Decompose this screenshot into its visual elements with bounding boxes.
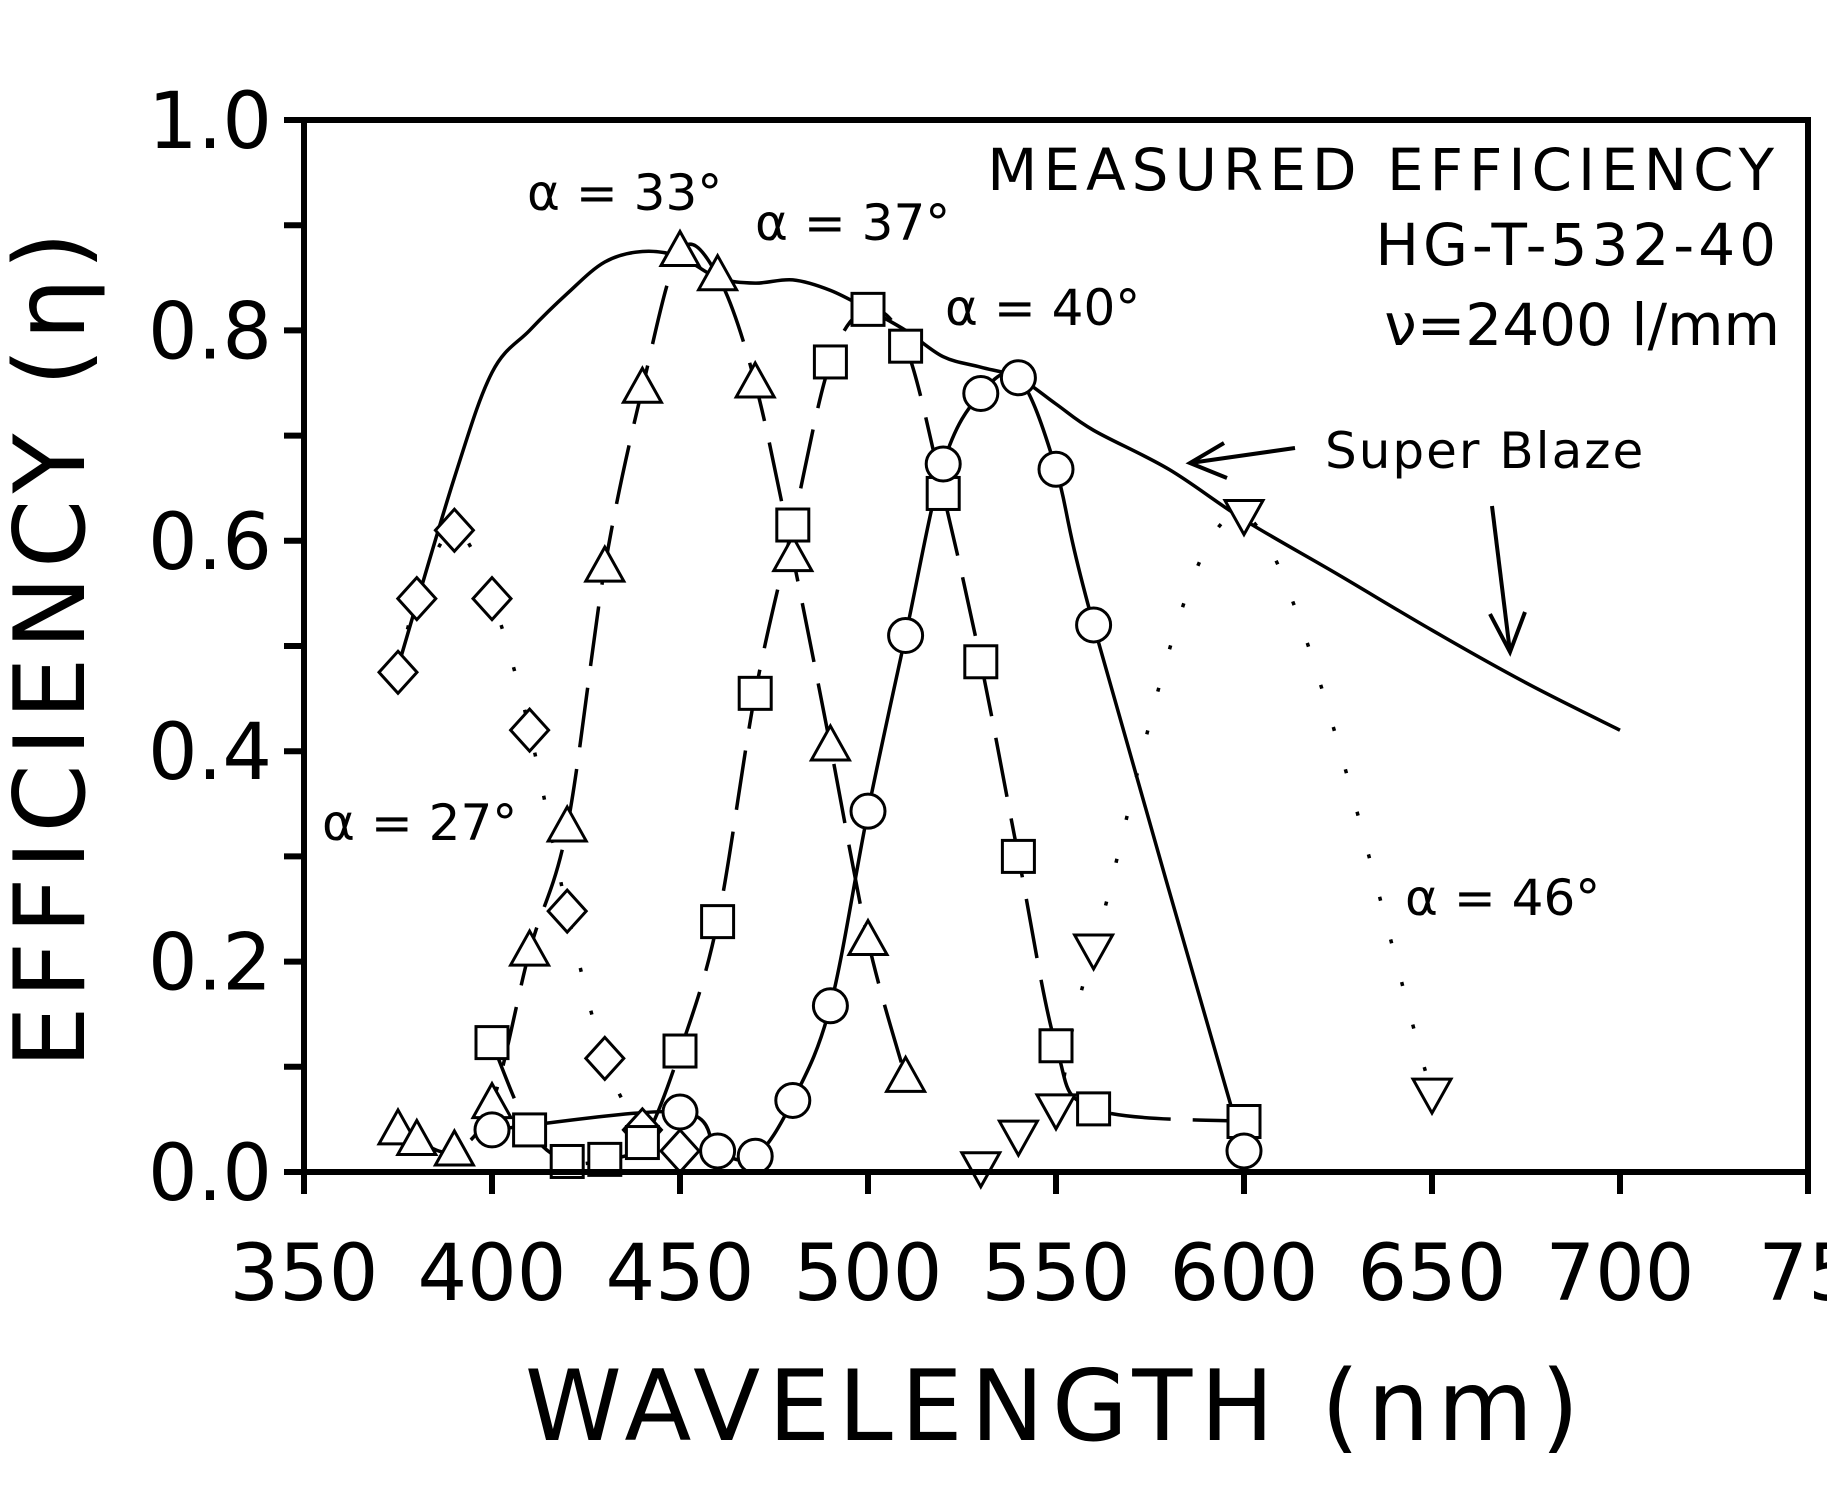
series-3-point-1: [661, 1093, 699, 1131]
series-1-point-12: [808, 722, 852, 762]
x-tick-labels: 350 400 450 500 550 600 650 700 75: [230, 1229, 1827, 1319]
series-2-point-1: [512, 1112, 548, 1148]
info-line-density: ν=2400 l/mm: [1384, 291, 1780, 359]
super-blaze-arrows: [1185, 441, 1527, 657]
series-1-point-2: [432, 1127, 476, 1167]
series-2-point-4: [624, 1125, 660, 1161]
series-2-point-12: [925, 475, 961, 511]
series-line-0: [396, 528, 681, 1153]
series-2-point-16: [1076, 1091, 1112, 1127]
series-1-point-7: [620, 365, 664, 404]
series-3-point-10: [999, 359, 1037, 397]
series-0-point-4: [508, 706, 551, 754]
axis-ticks: [284, 117, 1811, 1194]
x-tick-label-1: 400: [418, 1229, 567, 1319]
series-0-point-1: [395, 575, 438, 622]
info-box: MEASURED EFFICIENCY HG-T-532-40 ν=2400 l…: [987, 136, 1780, 359]
arrow-left-shaft: [1189, 446, 1296, 465]
series-3-point-0: [473, 1111, 511, 1149]
x-tick-label-8: 75: [1758, 1229, 1827, 1319]
series-1-point-8: [658, 228, 702, 267]
arrow-down-head: [1488, 611, 1527, 657]
series-1-point-9: [696, 252, 740, 292]
series-0-point-2: [433, 507, 476, 554]
series-1-point-14: [884, 1054, 928, 1093]
x-tick-label-2: 450: [606, 1229, 755, 1319]
y-tick-label-0: 0.0: [148, 1129, 272, 1219]
series-3-point-6: [849, 792, 887, 830]
series-4-point-3: [1072, 933, 1116, 973]
y-tick-label-4: 0.8: [148, 287, 272, 377]
series-4-point-2: [1034, 1093, 1078, 1132]
series-3-point-8: [924, 445, 962, 483]
label-super-blaze: Super Blaze: [1325, 422, 1645, 480]
series-2-point-14: [1000, 838, 1036, 874]
info-line-model: HG-T-532-40: [1375, 211, 1780, 279]
series-2-point-7: [737, 675, 773, 711]
series-2-point-6: [700, 904, 736, 940]
arrow-left-head: [1185, 441, 1228, 480]
series-2-point-8: [775, 507, 811, 543]
x-tick-label-4: 550: [982, 1229, 1131, 1319]
x-tick-label-0: 350: [230, 1229, 379, 1319]
series-3-point-7: [887, 616, 925, 654]
series-3-point-4: [774, 1081, 812, 1119]
series-1-point-1: [395, 1117, 439, 1156]
label-alpha-37: α = 37°: [755, 194, 950, 252]
series-3-point-11: [1037, 450, 1075, 488]
series-1-point-10: [733, 359, 777, 399]
series-0-point-3: [470, 575, 514, 622]
series-0-point-6: [583, 1035, 626, 1082]
series-2-point-0: [474, 1025, 510, 1061]
series-1-point-5: [545, 803, 589, 843]
series-1-point-13: [846, 917, 890, 957]
series-2-point-15: [1038, 1028, 1074, 1064]
series-3-point-12: [1075, 606, 1113, 644]
y-tick-label-3: 0.6: [148, 498, 272, 588]
series-0-point-5: [546, 887, 589, 935]
series-4-point-4: [1222, 499, 1266, 538]
series-2-point-11: [888, 328, 924, 364]
series-2-point-13: [963, 644, 999, 680]
series-2-point-5: [662, 1033, 698, 1069]
x-tick-label-6: 650: [1358, 1229, 1507, 1319]
series-line-4: [979, 511, 1434, 1169]
arrow-down-shaft: [1490, 505, 1512, 653]
x-tick-label-5: 600: [1170, 1229, 1319, 1319]
series-2-point-9: [812, 344, 848, 380]
series-4-point-1: [996, 1119, 1040, 1159]
series-1-point-6: [583, 544, 627, 583]
x-tick-label-7: 700: [1546, 1229, 1695, 1319]
series-2-point-10: [850, 291, 886, 327]
series-3-point-13: [1225, 1132, 1263, 1170]
series-3-point-9: [962, 375, 1000, 413]
series-2-point-17: [1226, 1104, 1262, 1140]
series-1-point-4: [508, 928, 552, 967]
series-3-point-3: [736, 1137, 774, 1175]
label-alpha-27: α = 27°: [322, 794, 517, 852]
x-tick-label-3: 500: [794, 1229, 943, 1319]
label-alpha-46: α = 46°: [1405, 869, 1600, 927]
label-alpha-33: α = 33°: [527, 164, 722, 222]
x-axis-title: WAVELENGTH (nm): [525, 1350, 1587, 1464]
y-axis-title: EFFICIENCY (η): [0, 224, 108, 1068]
series-0-point-0: [376, 649, 420, 696]
series-4-point-5: [1410, 1077, 1454, 1117]
y-tick-labels: 0.0 0.2 0.4 0.6 0.8 1.0: [148, 77, 272, 1219]
y-tick-label-5: 1.0: [148, 77, 272, 167]
series-0-point-8: [658, 1127, 702, 1175]
series-3-point-2: [699, 1132, 737, 1170]
y-tick-label-2: 0.4: [148, 708, 272, 798]
info-line-measured: MEASURED EFFICIENCY: [987, 136, 1780, 204]
series-3-point-5: [811, 987, 849, 1025]
series-1-point-11: [771, 533, 815, 573]
label-alpha-40: α = 40°: [945, 279, 1140, 337]
y-tick-label-1: 0.2: [148, 919, 272, 1009]
